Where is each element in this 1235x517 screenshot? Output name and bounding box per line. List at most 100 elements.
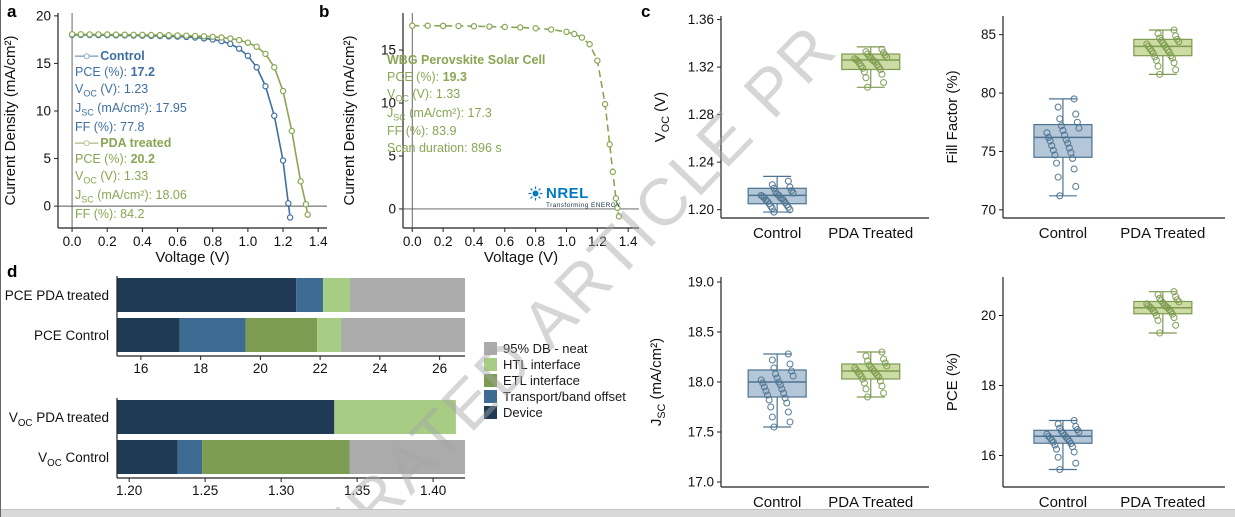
svg-text:PDA Treated: PDA Treated: [1120, 225, 1205, 242]
box-group-pda-treated: [1133, 288, 1193, 337]
svg-text:1.40: 1.40: [420, 483, 446, 498]
svg-text:1.2: 1.2: [588, 234, 607, 249]
svg-text:1.4: 1.4: [619, 234, 638, 249]
legend-swatch: [484, 342, 497, 355]
box-group-pda-treated: [1133, 26, 1193, 78]
svg-text:22: 22: [313, 361, 328, 376]
axes: 70 75 80 85 Fill Factor (%): [944, 16, 1225, 219]
panel-c-pce-boxplot: 16 18 20 PCE (%) Control PDA Treated: [944, 277, 1225, 511]
axes: 0.0 0.2 0.4 0.6 0.8 1.0 1.2 1.4 0 5 10 15 20 Voltage …: [2, 8, 328, 266]
svg-text:0.2: 0.2: [98, 234, 117, 249]
box-group-control: [747, 175, 807, 216]
svg-text:24: 24: [372, 361, 388, 376]
svg-text:1.0: 1.0: [238, 234, 257, 249]
svg-text:VOC PDA treated: VOC PDA treated: [9, 410, 109, 429]
series-legend-entry: ─○─ Control: [75, 49, 145, 63]
stat-line: JSC (mA/cm²): 18.06: [75, 187, 187, 205]
svg-text:0.4: 0.4: [133, 234, 152, 249]
nrel-logo: NREL Transforming ENERGY: [528, 185, 621, 209]
axes: 1.20 1.25 1.30 1.35 1.40: [116, 398, 465, 498]
nrel-sun-icon: [528, 186, 543, 201]
svg-text:26: 26: [432, 361, 447, 376]
svg-text:17.5: 17.5: [688, 425, 714, 440]
svg-text:1.4: 1.4: [309, 234, 328, 249]
legend-item: 95% DB - neat: [484, 341, 626, 356]
svg-text:10: 10: [36, 103, 51, 118]
svg-text:1.20: 1.20: [116, 483, 142, 498]
stat-line: VOC (V): 1.23: [75, 81, 149, 99]
stat-line: Scan duration: 896 s: [387, 141, 502, 156]
legend-swatch: [484, 406, 497, 419]
svg-text:1.24: 1.24: [688, 155, 715, 170]
stat-line: JSC (mA/cm²): 17.95: [75, 100, 187, 118]
line-marker-icon: ─○─: [75, 136, 98, 151]
svg-text:16: 16: [133, 361, 148, 376]
legend-item: Transport/band offset: [484, 389, 626, 404]
nrel-wordmark: NREL: [546, 185, 589, 202]
stat-line: VOC (V): 1.33: [75, 168, 149, 186]
svg-text:VOC (V): VOC (V): [652, 92, 672, 142]
horizontal-scrollbar[interactable]: [1, 509, 1235, 517]
svg-text:0.6: 0.6: [168, 234, 187, 249]
svg-text:18.0: 18.0: [688, 375, 714, 390]
svg-text:15: 15: [36, 56, 51, 71]
svg-text:1.20: 1.20: [688, 202, 714, 217]
bar-row: PCE PDA treated: [5, 278, 465, 312]
stat-line: JSC (mA/cm²): 17.3: [387, 105, 492, 123]
bar-row: PCE Control: [34, 318, 465, 352]
legend-swatch: [484, 390, 497, 403]
svg-text:0.0: 0.0: [63, 234, 82, 249]
axes: 1.20 1.24 1.28 1.32 1.36 VOC (V): [652, 12, 929, 219]
panel-d-pce-loss-bars: PCE PDA treated PCE Control 16 18 20 22 24 26: [5, 276, 465, 376]
panel-b-certified-jv-chart: 0.0 0.2 0.4 0.6 0.8 1.0 1.2 1.4 0 5 10 15 Voltage (V…: [341, 13, 639, 266]
axes: 17.0 17.5 18.0 18.5 19.0 JSC (mA/cm²): [648, 275, 929, 490]
legend-swatch: [484, 358, 497, 371]
svg-text:1.2: 1.2: [274, 234, 293, 249]
svg-text:Control: Control: [1039, 494, 1087, 511]
svg-text:0.8: 0.8: [203, 234, 222, 249]
svg-text:18: 18: [193, 361, 208, 376]
panel-c-jsc-boxplot: 17.0 17.5 18.0 18.5 19.0 JSC (mA/cm²) Control P…: [648, 275, 929, 511]
svg-text:0.6: 0.6: [495, 234, 514, 249]
svg-text:18.5: 18.5: [688, 325, 714, 340]
svg-text:70: 70: [981, 202, 996, 217]
svg-text:19.0: 19.0: [688, 275, 714, 290]
svg-text:16: 16: [981, 448, 996, 463]
stat-line: PCE (%): 19.3: [387, 70, 467, 84]
box-group-control: [747, 350, 807, 431]
legend-item: HTL interface: [484, 357, 626, 372]
svg-text:0.4: 0.4: [465, 234, 484, 249]
svg-text:1.35: 1.35: [344, 483, 370, 498]
axes: 0.0 0.2 0.4 0.6 0.8 1.0 1.2 1.4 0 5 10 15 Voltage (V…: [341, 13, 639, 266]
bar-row: VOC Control: [38, 440, 465, 474]
svg-text:0.2: 0.2: [434, 234, 453, 249]
stat-line: VOC (V): 1.33: [387, 87, 461, 104]
legend-item: ETL interface: [484, 373, 626, 388]
svg-text:1.30: 1.30: [268, 483, 294, 498]
panel-c-fill-factor-boxplot: 70 75 80 85 Fill Factor (%) Control PDA Treate…: [944, 16, 1225, 242]
svg-text:Current Density (mA/cm²): Current Density (mA/cm²): [341, 35, 358, 205]
stat-line: FF (%): 77.8: [75, 119, 145, 134]
nrel-tagline: Transforming ENERGY: [546, 202, 621, 209]
svg-text:80: 80: [981, 86, 996, 101]
bar-row: VOC PDA treated: [9, 400, 456, 434]
legend-swatch: [484, 374, 497, 387]
legend-label: Device: [503, 405, 543, 420]
stat-line: FF (%): 84.2: [75, 207, 145, 221]
axes: 16 18 20 22 24 26: [116, 276, 465, 376]
svg-text:20: 20: [253, 361, 268, 376]
box-group-control: [1033, 95, 1093, 200]
legend-item: Device: [484, 405, 626, 420]
box-group-pda-treated: [841, 45, 901, 91]
svg-text:5: 5: [388, 148, 396, 163]
legend-label: HTL interface: [503, 357, 581, 372]
stat-line: PCE (%): 17.2: [75, 65, 155, 80]
svg-text:Fill Factor (%): Fill Factor (%): [944, 70, 961, 163]
line-marker-icon: ─○─: [75, 49, 98, 63]
svg-text:JSC (mA/cm²): JSC (mA/cm²): [648, 338, 668, 426]
stat-line: PCE (%): 20.2: [75, 152, 155, 167]
svg-text:85: 85: [981, 27, 996, 42]
stat-line: WBG Perovskite Solar Cell: [387, 53, 546, 67]
svg-text:PDA Treated: PDA Treated: [828, 225, 913, 242]
